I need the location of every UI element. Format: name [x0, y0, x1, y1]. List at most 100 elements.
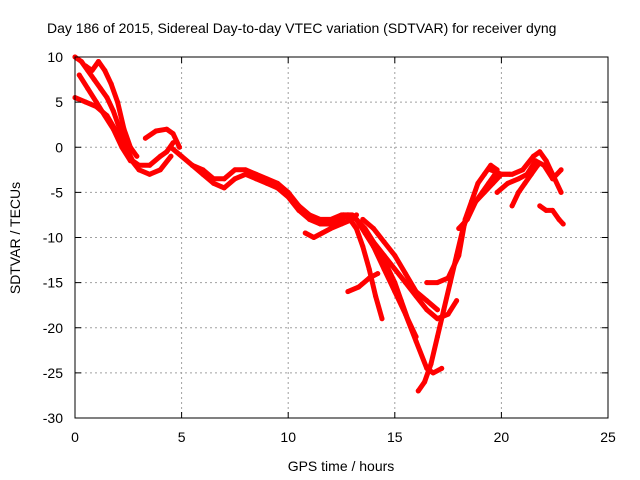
y-tick-label: -10 [43, 230, 63, 246]
data-point [115, 99, 121, 105]
data-point [439, 365, 445, 371]
data-point [328, 225, 334, 231]
data-point [147, 162, 153, 168]
data-point [232, 176, 238, 182]
data-point [509, 171, 515, 177]
data-point [392, 266, 398, 272]
data-point [339, 221, 344, 227]
data-point [353, 216, 359, 222]
data-point [142, 135, 148, 141]
x-tick-label: 10 [280, 429, 296, 445]
data-point [441, 307, 447, 313]
data-point [402, 271, 408, 277]
data-point [108, 81, 114, 87]
data-point [370, 225, 376, 231]
data-point [509, 203, 515, 209]
data-point [189, 162, 195, 168]
data-point [328, 221, 334, 227]
data-point [78, 59, 84, 65]
data-point [170, 131, 176, 137]
data-point [430, 370, 436, 376]
data-point [454, 298, 460, 304]
x-tick-label: 5 [178, 429, 186, 445]
data-point [243, 167, 249, 173]
data-point [328, 216, 334, 222]
data-point [83, 99, 89, 105]
y-axis-label: SDTVAR / TECUs [7, 182, 23, 294]
data-point [537, 203, 543, 209]
data-point [481, 171, 487, 177]
data-point [515, 189, 521, 195]
data-point [232, 167, 238, 173]
data-point [424, 298, 430, 304]
data-point [164, 126, 170, 132]
data-point [473, 198, 479, 204]
data-point [481, 189, 487, 195]
data-point [168, 144, 174, 150]
data-point [136, 167, 142, 173]
data-point [339, 216, 344, 222]
x-axis-label: GPS time / hours [288, 458, 395, 474]
data-point [488, 162, 494, 168]
data-point [200, 167, 206, 173]
data-point [405, 316, 411, 322]
data-point [560, 221, 566, 227]
data-point [447, 280, 453, 286]
data-point [522, 180, 528, 186]
data-point [413, 338, 419, 344]
data-point [345, 289, 351, 295]
data-point [157, 153, 163, 159]
data-point [373, 293, 379, 299]
data-point [296, 203, 302, 209]
data-point [356, 284, 362, 290]
data-point [243, 171, 249, 177]
data-point [515, 176, 521, 182]
data-point [157, 167, 163, 173]
data-point [490, 180, 496, 186]
data-point [402, 280, 408, 286]
data-point [168, 153, 174, 159]
y-tick-label: -5 [51, 184, 64, 200]
data-point [253, 176, 259, 182]
data-point [494, 189, 500, 195]
data-point [179, 153, 185, 159]
series-line-main-trend-b [189, 162, 355, 222]
data-point [102, 68, 108, 74]
y-tick-label: 5 [55, 94, 63, 110]
axis-ticks: 0 5 10 15 20 25 10 5 0 -5 -10 -15 -20 -25 -30 [43, 49, 616, 445]
data-point [134, 153, 140, 159]
data-point [392, 253, 398, 259]
data-point [434, 334, 440, 340]
x-tick-label: 15 [387, 429, 403, 445]
data-point [85, 86, 91, 92]
data-point [422, 379, 428, 385]
data-point [375, 271, 381, 277]
data-point [89, 68, 95, 74]
data-point [353, 225, 359, 231]
data-point [76, 72, 82, 78]
data-point [221, 185, 227, 191]
data-point [434, 280, 440, 286]
data-point [127, 158, 133, 164]
x-tick-label: 0 [71, 429, 79, 445]
chart-title: Day 186 of 2015, Sidereal Day-to-day VTE… [47, 20, 556, 36]
y-tick-label: -15 [43, 275, 63, 291]
data-point [505, 180, 511, 186]
data-point [253, 171, 259, 177]
data-point [360, 244, 366, 250]
data-point [360, 216, 366, 222]
data-point [445, 311, 451, 317]
y-tick-label: 10 [47, 49, 63, 65]
data-point [558, 167, 564, 173]
data-point [456, 253, 462, 259]
grid [75, 57, 608, 418]
data-point [83, 63, 89, 69]
data-point [392, 280, 398, 286]
data-point [398, 298, 404, 304]
data-point [176, 144, 182, 150]
series-line-track-14 [371, 244, 419, 340]
data-point [211, 180, 217, 186]
data-point [366, 275, 372, 281]
